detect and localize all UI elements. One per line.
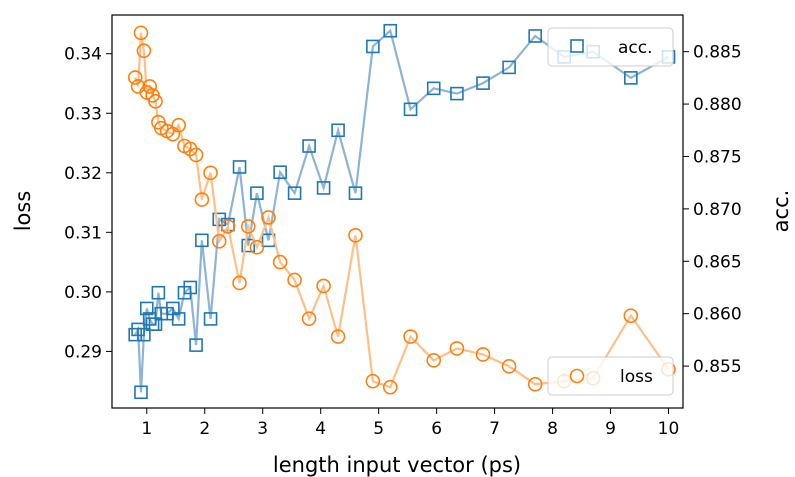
- data-point: [189, 338, 203, 352]
- data-point: [232, 160, 247, 174]
- data-point: [331, 123, 345, 138]
- data-point: [382, 379, 398, 395]
- y-tick-label-right: 0.865: [693, 252, 742, 272]
- x-tick-label: 6: [431, 419, 442, 439]
- data-point: [426, 81, 441, 96]
- legend-loss-box: [547, 356, 674, 396]
- x-tick-label: 10: [658, 419, 680, 439]
- y-tick-label-left: 0.33: [64, 104, 102, 124]
- data-point: [348, 228, 363, 243]
- data-point: [528, 29, 542, 43]
- data-point: [403, 102, 418, 117]
- data-point: [623, 308, 639, 324]
- data-point: [426, 353, 442, 368]
- data-point: [302, 139, 316, 153]
- y-tick-label-left: 0.32: [64, 164, 102, 184]
- data-point: [171, 312, 186, 326]
- data-point: [287, 272, 302, 288]
- x-tick-label: 1: [141, 419, 152, 439]
- y-axis-label-left: loss: [11, 191, 35, 232]
- legend-acc-box: [547, 27, 674, 67]
- data-point: [316, 278, 331, 294]
- data-point: [366, 39, 380, 54]
- data-point: [188, 147, 204, 163]
- data-point: [348, 186, 363, 200]
- x-tick-label: 8: [547, 419, 558, 439]
- plot-frame: [111, 14, 684, 409]
- data-point: [220, 219, 236, 234]
- data-point: [501, 359, 517, 374]
- y-tick-label-right: 0.875: [693, 147, 742, 167]
- series-acc: [128, 23, 676, 400]
- y-tick-label-left: 0.31: [64, 223, 102, 243]
- legend-acc: acc.: [547, 27, 674, 67]
- data-point: [151, 285, 166, 300]
- data-point: [502, 60, 516, 75]
- x-tick-label: 9: [605, 419, 616, 439]
- legend-loss-marker: [569, 368, 585, 384]
- data-point: [211, 233, 227, 249]
- data-point: [449, 341, 465, 356]
- data-point: [272, 254, 288, 270]
- series-line: [134, 32, 670, 389]
- data-point: [194, 192, 210, 207]
- data-point: [203, 312, 218, 326]
- data-point: [139, 301, 154, 316]
- y-tick-label-left: 0.30: [64, 283, 102, 303]
- data-point: [240, 219, 256, 234]
- data-point: [203, 165, 218, 181]
- data-point: [250, 186, 264, 200]
- y-tick-label-left: 0.34: [64, 45, 102, 65]
- data-point: [136, 43, 152, 59]
- y-tick-label-right: 0.880: [693, 95, 742, 115]
- data-point: [403, 329, 418, 344]
- data-point: [261, 210, 276, 225]
- x-tick-label: 2: [199, 419, 210, 439]
- data-point: [133, 25, 149, 41]
- x-tick-label: 7: [489, 419, 500, 439]
- data-point: [134, 385, 148, 400]
- data-point: [183, 280, 198, 295]
- data-point: [273, 165, 287, 179]
- data-point: [127, 70, 143, 85]
- x-tick-label: 3: [257, 419, 268, 439]
- y-tick-label-right: 0.870: [693, 200, 742, 220]
- y-tick-label-right: 0.860: [693, 305, 742, 325]
- data-point: [624, 71, 638, 85]
- data-point: [527, 376, 543, 392]
- data-point: [476, 76, 490, 90]
- data-point: [171, 117, 186, 133]
- x-tick-label: 4: [315, 419, 326, 439]
- data-point: [383, 23, 398, 38]
- x-axis-label: length input vector (ps): [273, 453, 521, 477]
- data-point: [475, 347, 491, 362]
- data-point: [316, 181, 331, 195]
- data-point: [195, 233, 209, 248]
- series-loss: [127, 25, 676, 395]
- y-tick-label-right: 0.855: [693, 357, 742, 377]
- ticks-layer: 1 2 3 4 5 6 7 8 9 10 0.29 0.30 0.31 0.32 0.33 0.34 0.855…: [64, 43, 742, 439]
- data-point: [232, 275, 247, 291]
- data-point: [330, 329, 346, 344]
- data-point: [365, 373, 381, 389]
- data-point: [301, 311, 317, 326]
- x-tick-label: 5: [373, 419, 384, 439]
- legend-acc-marker: [570, 39, 584, 53]
- legend-acc-label: acc.: [618, 38, 653, 58]
- data-point: [249, 239, 265, 255]
- series-layer: [127, 23, 676, 400]
- y-tick-label-right: 0.885: [693, 43, 742, 63]
- y-tick-label-left: 0.29: [64, 342, 102, 362]
- data-point: [241, 238, 256, 253]
- data-point: [450, 86, 464, 101]
- data-point: [148, 94, 163, 109]
- data-point: [142, 79, 157, 94]
- legend-loss: loss: [547, 356, 674, 396]
- legend-loss-label: loss: [620, 367, 653, 387]
- y-axis-label-right: acc.: [769, 190, 793, 233]
- data-point: [137, 327, 151, 342]
- data-point: [287, 186, 302, 200]
